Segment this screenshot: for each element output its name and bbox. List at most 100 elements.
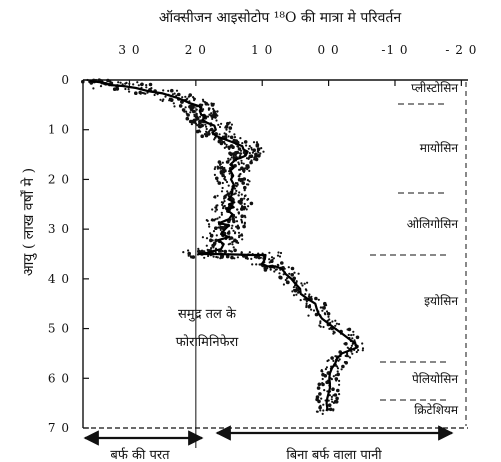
scatter-point [137,84,140,87]
y-tick-label: 2 0 [48,172,70,186]
scatter-point [190,123,193,126]
scatter-point [144,92,147,95]
scatter-point [297,291,300,294]
scatter-point [242,224,246,229]
scatter-point [192,118,197,123]
y-axis-label: आयु ( लाख वर्षों मे ) [20,168,37,276]
scatter-point [323,389,326,392]
scatter-point [323,312,326,315]
scatter-point [184,95,187,98]
scatter-point [169,97,173,102]
scatter-point [220,190,224,193]
scatter-point [314,312,319,317]
x-tick-label: - 2 0 [445,43,477,57]
scatter-point [325,310,329,313]
scatter-point [282,283,285,286]
scatter-point [213,167,216,171]
scatter-point [214,238,218,243]
scatter-point [115,87,120,91]
scatter-point [221,161,224,164]
scatter-point [332,359,335,362]
scatter-point [127,88,130,91]
scatter-point [273,270,276,273]
scatter-point [243,208,246,211]
scatter-point [331,387,335,392]
scatter-point [189,111,192,114]
scatter-point [249,160,253,165]
y-tick-label: 5 0 [48,322,70,336]
scatter-point [319,320,322,323]
scatter-point [178,104,183,108]
scatter-point [255,143,260,148]
scatter-point [322,325,325,329]
scatter-point [361,349,364,352]
scatter-point [213,196,216,199]
scatter-point [227,159,230,162]
scatter-point [244,255,249,260]
scatter-point [226,121,230,126]
scatter-point [216,179,219,183]
scatter-point [219,163,222,166]
scatter-point [243,222,246,225]
scatter-point [330,395,333,398]
scatter-point [231,224,234,227]
scatter-point [252,141,256,144]
scatter-point [323,304,326,308]
scatter-point [195,108,198,111]
scatter-point [251,151,254,154]
scatter-point [238,173,241,176]
scatter-point [310,308,313,311]
scatter-point [173,105,176,108]
scatter-point [182,251,185,254]
scatter-point [293,271,296,274]
scatter-point [257,154,261,158]
scatter-point [209,238,212,241]
scatter-point [355,335,360,340]
scatter-point [352,330,355,333]
scatter-point [347,327,352,332]
scatter-point [153,93,156,97]
scatter-point [215,113,218,116]
epoch-label-eocene: इयोसिन [424,294,458,308]
scatter-point [195,112,198,116]
scatter-point [231,237,234,240]
scatter-point [327,399,330,402]
scatter-point [217,181,222,185]
scatter-point [187,251,191,256]
scatter-point [291,290,294,293]
scatter-point [233,257,236,260]
scatter-point [218,216,221,219]
scatter-point [241,238,244,241]
scatter-point [244,194,247,197]
scatter-point [341,364,345,369]
scatter-point [228,238,231,241]
scatter-point [211,117,214,120]
scatter-point [338,393,341,396]
series-layer [89,79,359,412]
scatter-point [203,256,206,259]
scatter-point [254,157,259,162]
scatter-point [210,219,213,222]
scatter-point [214,210,217,213]
scatter-point [207,130,211,133]
scatter-point [234,216,238,219]
scatter-point [231,152,236,156]
scatter-point [330,398,333,401]
scatter-point [238,168,241,171]
scatter-point [337,323,341,326]
scatter-point [212,255,215,258]
scatter-point [210,112,213,115]
scatter-point [187,249,190,252]
scatter-point [334,374,337,377]
scatter-point [325,366,328,369]
axis-ticks: 3 0 2 0 1 0 0 0 -1 0 - 2 0 0 1 0 2 0 3 0 4 0 5 0 6 0… [48,43,477,435]
scatter-point [248,169,251,172]
scatter-point [240,220,243,223]
scatter-point [215,208,218,211]
scatter-point [238,191,241,194]
scatter-point [211,114,216,119]
scatter-point [212,107,215,110]
scatter-point [254,152,258,157]
scatter-point [233,136,237,139]
scatter-point [201,98,205,101]
